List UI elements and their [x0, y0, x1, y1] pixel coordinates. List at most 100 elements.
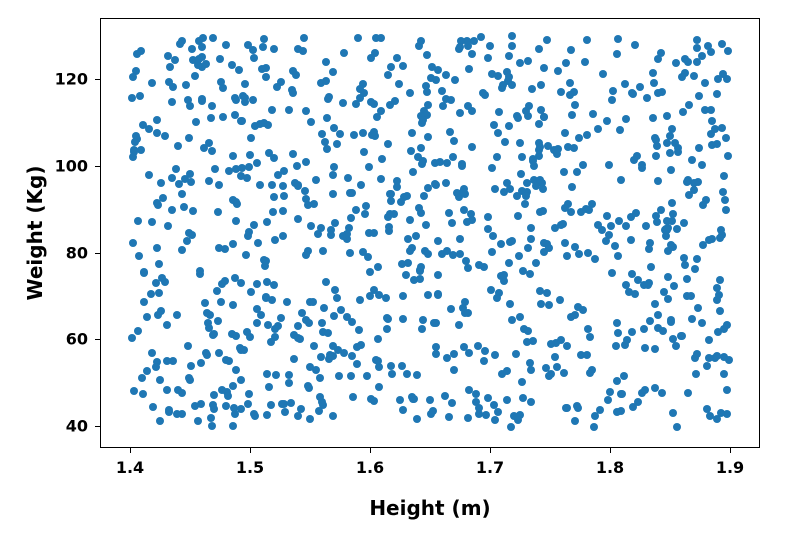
scatter-point — [657, 206, 665, 214]
scatter-point — [543, 289, 551, 297]
scatter-point — [632, 209, 640, 217]
scatter-point — [399, 406, 407, 414]
scatter-point — [523, 338, 531, 346]
scatter-point — [491, 185, 499, 193]
scatter-point — [638, 164, 646, 172]
scatter-point — [271, 236, 279, 244]
scatter-point — [207, 114, 215, 122]
scatter-point — [556, 296, 564, 304]
scatter-point — [187, 362, 195, 370]
scatter-point — [484, 54, 492, 62]
scatter-point — [340, 49, 348, 57]
scatter-point — [301, 187, 309, 195]
scatter-point — [209, 401, 217, 409]
scatter-point — [487, 286, 495, 294]
scatter-point — [434, 271, 442, 279]
scatter-point — [634, 398, 642, 406]
scatter-point — [455, 321, 463, 329]
scatter-point — [307, 222, 315, 230]
scatter-point — [279, 232, 287, 240]
scatter-point — [399, 315, 407, 323]
scatter-point — [468, 143, 476, 151]
x-tick-mark — [730, 448, 731, 453]
scatter-point — [210, 391, 218, 399]
scatter-point — [250, 221, 258, 229]
scatter-point — [156, 417, 164, 425]
scatter-point — [272, 371, 280, 379]
scatter-point — [309, 298, 317, 306]
scatter-point — [586, 333, 594, 341]
scatter-point — [355, 326, 363, 334]
scatter-point — [505, 122, 513, 130]
scatter-point — [683, 275, 691, 283]
scatter-point — [535, 139, 543, 147]
scatter-point — [186, 170, 194, 178]
scatter-point — [715, 291, 723, 299]
scatter-point — [157, 179, 165, 187]
scatter-point — [612, 342, 620, 350]
scatter-point — [361, 210, 369, 218]
scatter-point — [579, 161, 587, 169]
scatter-point — [459, 304, 467, 312]
scatter-point — [625, 288, 633, 296]
scatter-point — [360, 148, 368, 156]
scatter-point — [474, 342, 482, 350]
scatter-point — [256, 181, 264, 189]
scatter-point — [698, 161, 706, 169]
scatter-point — [614, 252, 622, 260]
scatter-point — [614, 35, 622, 43]
scatter-point — [537, 300, 545, 308]
scatter-point — [424, 101, 432, 109]
scatter-point — [562, 59, 570, 67]
scatter-point — [507, 423, 515, 431]
scatter-point — [253, 159, 261, 167]
scatter-point — [168, 98, 176, 106]
scatter-point — [393, 54, 401, 62]
scatter-point — [672, 59, 680, 67]
y-tick-label: 80 — [66, 243, 88, 262]
scatter-point — [205, 139, 213, 147]
scatter-point — [494, 408, 502, 416]
scatter-point — [716, 307, 724, 315]
x-axis-label: Height (m) — [369, 496, 490, 520]
scatter-point — [138, 374, 146, 382]
scatter-point — [229, 382, 237, 390]
scatter-point — [340, 349, 348, 357]
scatter-point — [701, 106, 709, 114]
scatter-point — [681, 261, 689, 269]
scatter-point — [673, 423, 681, 431]
scatter-point — [263, 218, 271, 226]
scatter-point — [307, 118, 315, 126]
scatter-point — [288, 86, 296, 94]
scatter-point — [571, 417, 579, 425]
scatter-point — [524, 244, 532, 252]
scatter-point — [499, 81, 507, 89]
scatter-point — [495, 108, 503, 116]
scatter-point — [165, 406, 173, 414]
y-tick-label: 60 — [66, 330, 88, 349]
scatter-point — [701, 79, 709, 87]
scatter-point — [387, 197, 395, 205]
scatter-point — [432, 76, 440, 84]
scatter-point — [132, 132, 140, 140]
scatter-point — [236, 344, 244, 352]
scatter-point — [706, 412, 714, 420]
scatter-point — [398, 362, 406, 370]
scatter-point — [508, 316, 516, 324]
scatter-point — [277, 314, 285, 322]
scatter-point — [243, 174, 251, 182]
scatter-point — [719, 188, 727, 196]
scatter-point — [447, 96, 455, 104]
scatter-point — [699, 201, 707, 209]
scatter-point — [269, 208, 277, 216]
scatter-point — [424, 133, 432, 141]
y-axis-label: Weight (Kg) — [23, 166, 47, 301]
scatter-point — [652, 136, 660, 144]
scatter-point — [173, 410, 181, 418]
scatter-point — [203, 309, 211, 317]
scatter-point — [622, 115, 630, 123]
scatter-point — [344, 174, 352, 182]
scatter-point — [679, 108, 687, 116]
scatter-point — [229, 196, 237, 204]
scatter-point — [347, 214, 355, 222]
